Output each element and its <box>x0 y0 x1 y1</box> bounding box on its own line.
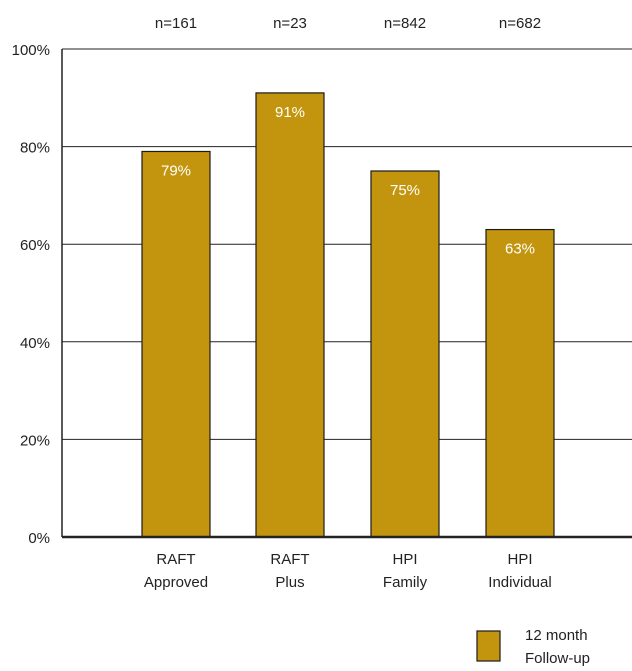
axes <box>61 49 632 539</box>
sample-size-label: n=682 <box>499 15 541 32</box>
y-tick-label: 80% <box>20 140 50 157</box>
legend-label: Follow-up <box>525 650 590 667</box>
bars: 79% 91% 75% 63% <box>141 92 555 538</box>
y-tick-label: 100% <box>12 42 50 59</box>
x-axis-category-labels: RAFT Approved RAFT Plus HPI Family HPI Individu… <box>144 551 552 591</box>
y-tick-label: 40% <box>20 335 50 352</box>
bar <box>255 92 325 538</box>
bar <box>485 228 555 538</box>
x-tick-label: HPI <box>392 551 417 568</box>
legend-swatch <box>476 630 501 662</box>
x-tick-label: Plus <box>275 574 304 591</box>
y-tick-label: 0% <box>28 530 50 547</box>
sample-size-label: n=161 <box>155 15 197 32</box>
y-axis-tick-labels: 0% 20% 40% 60% 80% 100% <box>12 42 50 547</box>
legend: 12 month Follow-up <box>476 627 590 667</box>
legend-label: 12 month <box>525 627 588 644</box>
y-tick-label: 20% <box>20 432 50 449</box>
sample-size-label: n=842 <box>384 15 426 32</box>
x-tick-label: RAFT <box>270 551 309 568</box>
y-tick-label: 60% <box>20 237 50 254</box>
x-tick-label: HPI <box>507 551 532 568</box>
bar-value-label: 63% <box>505 241 535 258</box>
x-tick-label: Approved <box>144 574 208 591</box>
sample-size-labels: n=161 n=23 n=842 n=682 <box>155 15 541 32</box>
sample-size-label: n=23 <box>273 15 307 32</box>
bar-value-label: 91% <box>275 104 305 121</box>
bar-value-label: 79% <box>161 162 191 179</box>
bar <box>141 150 211 538</box>
x-tick-label: Individual <box>488 574 551 591</box>
x-tick-label: Family <box>383 574 428 591</box>
bar <box>370 170 440 538</box>
x-tick-label: RAFT <box>156 551 195 568</box>
bar-value-label: 75% <box>390 182 420 199</box>
